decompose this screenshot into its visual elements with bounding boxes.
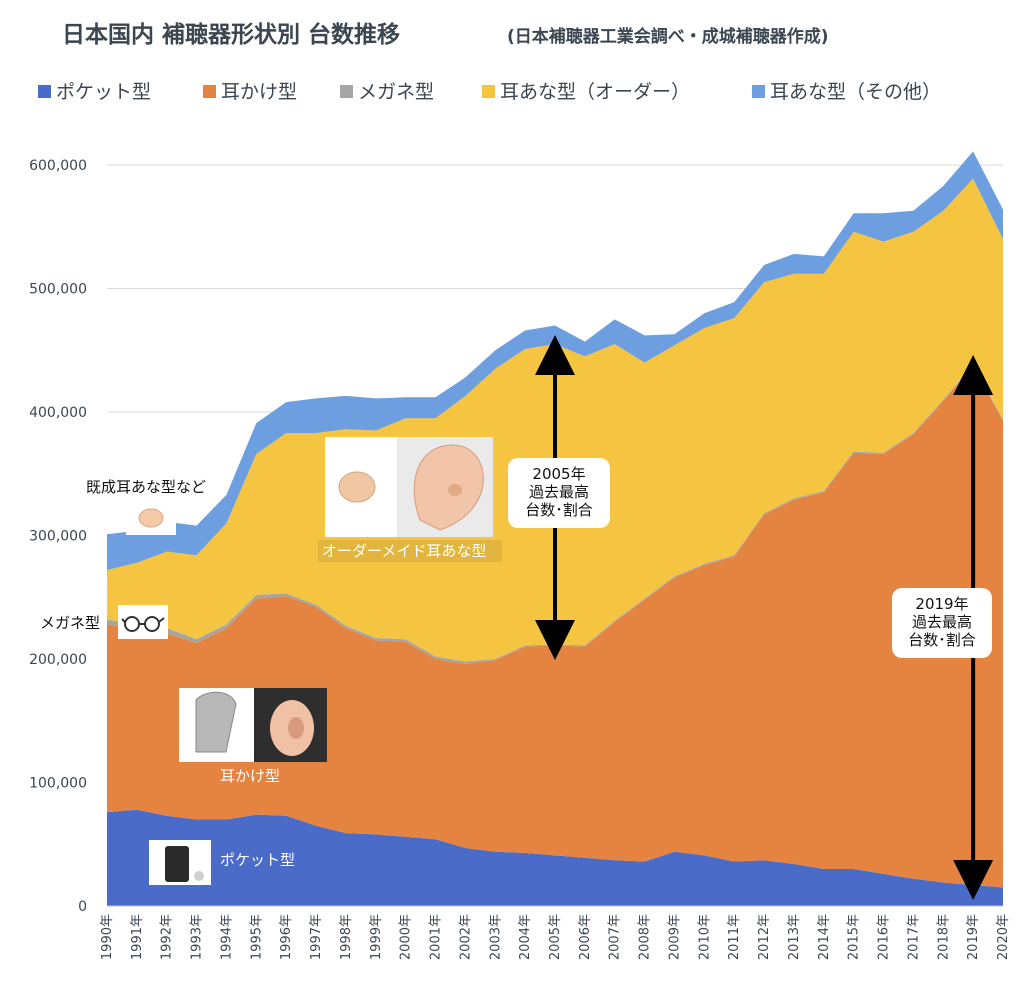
callout-text: 2005年 — [532, 465, 585, 483]
x-tick-label: 1991年 — [130, 914, 145, 960]
legend-swatch-1 — [203, 85, 216, 98]
legend-swatch-0 — [38, 85, 51, 98]
x-tick-label: 2019年 — [966, 914, 981, 960]
x-tick-label: 2003年 — [488, 914, 503, 960]
legend-label-0: ポケット型 — [56, 81, 151, 103]
callout-text: 過去最高 — [912, 613, 972, 631]
annotation-label: メガネ型 — [40, 614, 100, 632]
custom-ite-image — [325, 437, 493, 537]
x-tick-label: 2013年 — [787, 914, 802, 960]
glasses-image — [118, 605, 168, 639]
y-axis: 0 100,000 200,000 300,000 400,000 500,000 600,… — [29, 158, 87, 915]
area-series-1 — [107, 366, 1003, 888]
callout-text: 2019年 — [915, 595, 968, 613]
x-tick-label: 1995年 — [249, 914, 264, 960]
callout-text: 台数･割合 — [908, 631, 976, 649]
y-tick-label: 400,000 — [29, 405, 87, 421]
legend-label-4: 耳あな型（その他） — [770, 81, 941, 103]
y-tick-label: 0 — [78, 899, 87, 915]
x-tick-label: 2002年 — [458, 914, 473, 960]
x-tick-label: 1993年 — [190, 914, 205, 960]
x-tick-label: 2015年 — [847, 914, 862, 960]
callout-text: 過去最高 — [529, 483, 589, 501]
x-tick-label: 2005年 — [548, 914, 563, 960]
x-tick-label: 2004年 — [518, 914, 533, 960]
x-tick-label: 2008年 — [638, 914, 653, 960]
x-tick-label: 2012年 — [757, 914, 772, 960]
chart-title: 日本国内 補聴器形状別 台数推移 — [62, 21, 400, 48]
pocket-aid-image — [149, 840, 211, 885]
x-tick-label: 1990年 — [100, 914, 115, 960]
y-tick-label: 200,000 — [29, 652, 87, 668]
area-series-0 — [107, 809, 1003, 906]
ready-made-ite-image — [126, 502, 176, 535]
chart-subtitle: (日本補聴器工業会調べ・成城補聴器作成) — [507, 26, 829, 47]
x-tick-label: 2010年 — [697, 914, 712, 960]
annotation-label: オーダーメイド耳あな型 — [322, 542, 486, 560]
callout-box — [508, 458, 610, 528]
annotation-label: 既成耳あな型など — [86, 478, 206, 496]
legend-label-3: 耳あな型（オーダー） — [500, 81, 690, 103]
area-series-4 — [107, 151, 1003, 571]
bte-image — [179, 688, 327, 762]
x-tick-label: 2009年 — [667, 914, 682, 960]
x-axis: 1990年 1991年 1992年 1993年 1994年 1995年 1996年 1997年… — [100, 905, 1011, 960]
y-tick-label: 100,000 — [29, 776, 87, 792]
annotation-label: 耳かけ型 — [220, 767, 280, 785]
y-tick-label: 500,000 — [29, 282, 87, 298]
callout-box — [892, 588, 992, 658]
x-tick-label: 1994年 — [219, 914, 234, 960]
x-tick-label: 2006年 — [578, 914, 593, 960]
x-tick-label: 1992年 — [160, 914, 175, 960]
annotation-bg — [318, 540, 502, 562]
legend-swatch-3 — [482, 85, 495, 98]
legend-swatch-2 — [340, 85, 353, 98]
x-tick-label: 2001年 — [429, 914, 444, 960]
legend-label-1: 耳かけ型 — [221, 81, 297, 103]
x-tick-label: 2011年 — [727, 914, 742, 960]
legend: ポケット型 耳かけ型 メガネ型 耳あな型（オーダー） 耳あな型（その他） — [38, 81, 941, 103]
y-tick-label: 300,000 — [29, 529, 87, 545]
x-tick-label: 1996年 — [279, 914, 294, 960]
x-tick-label: 2020年 — [996, 914, 1011, 960]
callout-text: 台数･割合 — [525, 501, 593, 519]
x-tick-label: 2007年 — [608, 914, 623, 960]
x-tick-label: 2014年 — [817, 914, 832, 960]
x-tick-label: 2018年 — [936, 914, 951, 960]
x-tick-label: 2016年 — [877, 914, 892, 960]
x-tick-label: 2000年 — [399, 914, 414, 960]
x-tick-label: 1997年 — [309, 914, 324, 960]
legend-label-2: メガネ型 — [358, 81, 434, 103]
x-tick-label: 2017年 — [906, 914, 921, 960]
y-tick-label: 600,000 — [29, 158, 87, 174]
annotation-label: ポケット型 — [220, 851, 295, 869]
x-tick-label: 1999年 — [369, 914, 384, 960]
x-tick-label: 1998年 — [339, 914, 354, 960]
legend-swatch-4 — [752, 85, 765, 98]
